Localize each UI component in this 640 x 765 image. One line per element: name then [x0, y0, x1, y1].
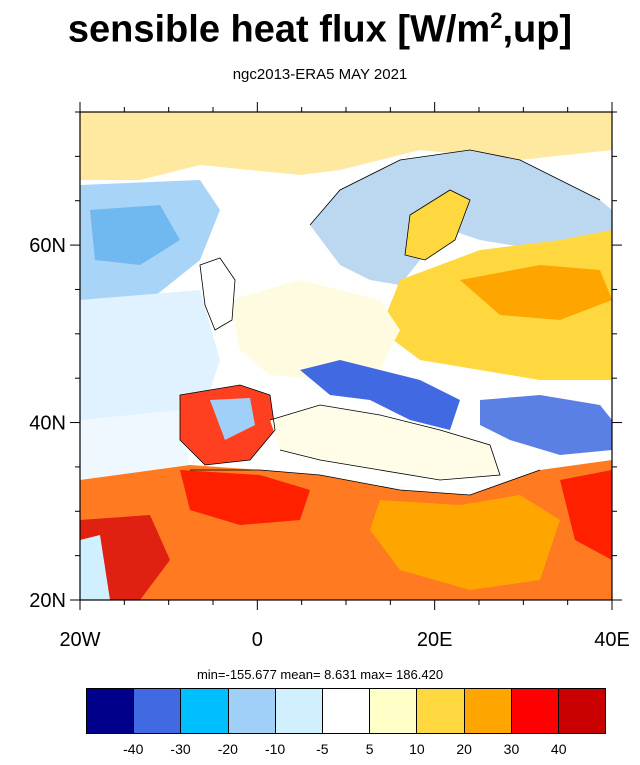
map-ticks: 20W 0 20E 40E 20N 40N 60N: [29, 102, 630, 651]
colorbar-label: 10: [409, 741, 425, 757]
atlantic-south-zone: [80, 290, 220, 420]
map-subtitle: ngc2013-ERA5 MAY 2021: [232, 66, 408, 83]
colorbar-swatch: [322, 689, 371, 733]
colorbar-label: 5: [365, 741, 374, 757]
central-europe: [230, 280, 400, 380]
colorbar-swatch: [275, 689, 323, 733]
atlantic-far-south: [80, 410, 190, 480]
colorbar-label: -5: [316, 741, 329, 757]
title-tail: ,up]: [502, 8, 573, 51]
flux-map: 20W 0 20E 40E 20N 40N 60N: [29, 102, 630, 651]
levant-hot: [560, 470, 612, 560]
colorbar-label: 20: [456, 741, 472, 757]
y-tick-label: 60N: [29, 235, 66, 257]
title-superscript: 2: [490, 8, 503, 33]
y-tick-label: 40N: [29, 413, 66, 435]
alps-balkans: [300, 360, 460, 430]
x-tick-label: 20W: [59, 629, 100, 651]
colorbar-label: -30: [170, 741, 191, 757]
title-text: sensible heat flux [W/m: [67, 8, 491, 51]
stats-line: min=-155.677 mean= 8.631 max= 186.420: [196, 667, 444, 682]
coastlines: [179, 149, 601, 496]
x-tick-label: 20E: [417, 629, 453, 651]
maghreb-hot: [180, 470, 310, 525]
colorbar-label: -20: [217, 741, 238, 757]
colorbar-swatch: [134, 689, 182, 733]
british-isles: [200, 258, 235, 330]
colorbar-swatch: [370, 689, 418, 733]
colorbar-label: -10: [264, 741, 286, 757]
baltic-sea: [405, 190, 470, 260]
map-title: sensible heat flux [W/m2,up]: [0, 8, 640, 52]
colorbar-swatch: [464, 689, 512, 733]
colorbar-label: -40: [123, 741, 144, 757]
x-tick-label: 40E: [594, 629, 630, 651]
russia-warm: [460, 265, 612, 320]
x-tick-label: 0: [252, 629, 263, 651]
iberia-north: [210, 398, 255, 440]
atlantic-core: [90, 205, 180, 265]
colorbar-label: 30: [503, 741, 520, 757]
map-field: [80, 112, 612, 600]
colorbar-swatch: [181, 689, 229, 733]
libya-egypt: [370, 495, 560, 590]
colorbar-swatch: [511, 689, 559, 733]
colorbar-swatch: [87, 689, 135, 733]
y-tick-label: 20N: [29, 590, 66, 612]
colorbar-swatch: [558, 689, 606, 733]
colorbar-swatch: [417, 689, 465, 733]
ocean-southwest: [80, 535, 110, 600]
colorbar-label: 40: [550, 741, 567, 757]
anatolia: [480, 395, 612, 455]
colorbar-swatch: [228, 689, 276, 733]
arctic-zone: [80, 112, 612, 180]
colorbar: [86, 688, 606, 734]
